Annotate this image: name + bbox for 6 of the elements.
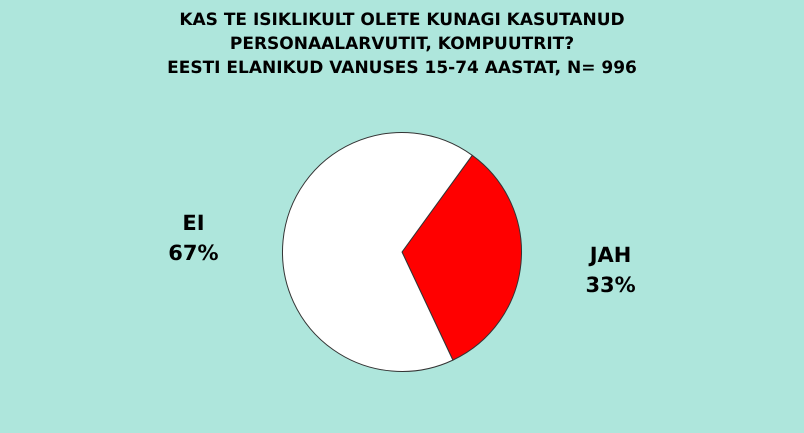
slice-label: EI: [182, 211, 205, 236]
chart-subtitle: EESTI ELANIKUD VANUSES 15-74 AASTAT, N= 996: [166, 57, 638, 80]
data-label: 33%: [585, 272, 636, 297]
slice-label: JAH: [588, 242, 632, 267]
data-label: 67%: [168, 241, 219, 266]
chart-title: KAS TE ISIKLIKULT OLETE KUNAGI KASUTANUD PERSONAALARVUTIT, KOMPUUTRIT?: [178, 9, 626, 56]
